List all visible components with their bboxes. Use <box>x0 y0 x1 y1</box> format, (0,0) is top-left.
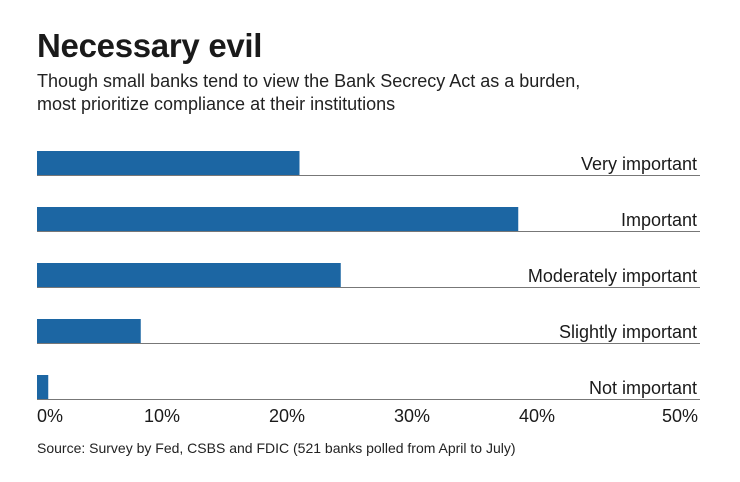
category-label: Moderately important <box>528 266 697 286</box>
subtitle-line-2: most prioritize compliance at their inst… <box>37 94 396 114</box>
x-tick-label: 20% <box>269 406 305 426</box>
category-label: Not important <box>589 378 697 398</box>
category-label: Slightly important <box>559 322 697 342</box>
x-tick-label: 30% <box>394 406 430 426</box>
subtitle-line-1: Though small banks tend to view the Bank… <box>37 71 581 91</box>
x-tick-label: 10% <box>144 406 180 426</box>
x-tick-label: 50% <box>662 406 698 426</box>
chart-subtitle: Though small banks tend to view the Bank… <box>37 70 717 116</box>
category-label: Important <box>621 210 697 230</box>
source-note: Source: Survey by Fed, CSBS and FDIC (52… <box>37 440 516 456</box>
bar-moderately-important <box>37 263 341 287</box>
chart-title: Necessary evil <box>37 27 263 64</box>
bar-not-important <box>37 375 49 399</box>
bar-important <box>37 207 519 231</box>
x-tick-label: 0% <box>37 406 63 426</box>
category-label: Very important <box>581 154 697 174</box>
x-tick-label: 40% <box>519 406 555 426</box>
bar-very-important <box>37 151 300 175</box>
bar-slightly-important <box>37 319 141 343</box>
